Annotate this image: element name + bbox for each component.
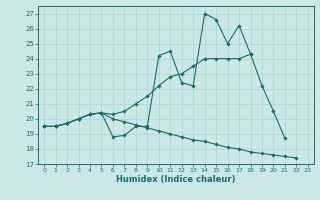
X-axis label: Humidex (Indice chaleur): Humidex (Indice chaleur) [116, 175, 236, 184]
